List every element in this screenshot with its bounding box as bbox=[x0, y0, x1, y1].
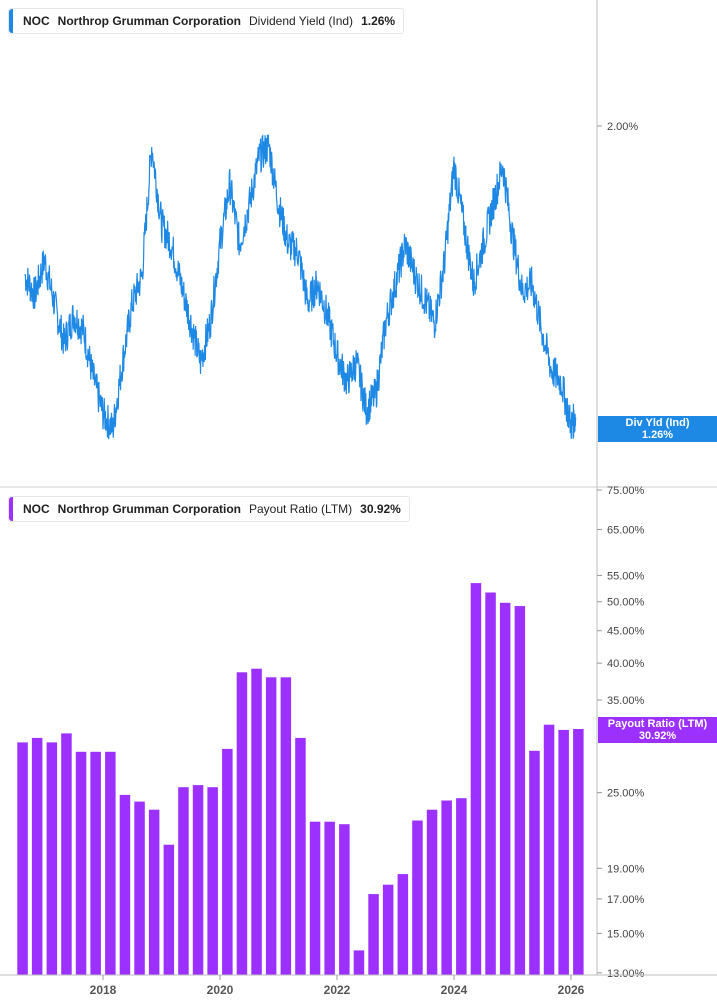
payout-bar bbox=[265, 677, 277, 975]
payout-bar bbox=[514, 606, 526, 975]
y-tick-label: 19.00% bbox=[607, 863, 645, 875]
payout-bar bbox=[17, 742, 28, 975]
y-tick-label: 25.00% bbox=[607, 788, 645, 800]
payout-bar bbox=[75, 751, 87, 975]
payout-bar bbox=[46, 742, 58, 975]
payout-bar bbox=[222, 748, 233, 975]
payout-bar bbox=[309, 821, 321, 975]
payout-bar bbox=[134, 801, 145, 975]
x-tick-label: 2018 bbox=[90, 983, 117, 997]
dividend-yield-badge-value: 1.26% bbox=[641, 429, 674, 441]
payout-ratio-bars bbox=[17, 583, 584, 975]
payout-ratio-badge: Payout Ratio (LTM) 30.92% bbox=[598, 717, 717, 743]
top-legend-ticker: NOC bbox=[23, 14, 50, 28]
bottom-legend-metric: Payout Ratio (LTM) bbox=[249, 502, 353, 516]
payout-bar bbox=[61, 733, 72, 975]
payout-bar bbox=[192, 785, 204, 975]
payout-bar bbox=[207, 787, 218, 975]
dividend-yield-line bbox=[24, 134, 577, 440]
bottom-legend-company: Northrop Grumman Corporation bbox=[57, 502, 241, 516]
dividend-yield-badge: Div Yld (Ind) 1.26% bbox=[598, 416, 717, 442]
payout-bar bbox=[31, 737, 43, 975]
top-legend: NOC Northrop Grumman Corporation Dividen… bbox=[8, 8, 405, 34]
y-tick-label: 75.00% bbox=[607, 485, 645, 497]
payout-bar bbox=[324, 821, 335, 975]
bottom-legend-ticker: NOC bbox=[23, 502, 50, 516]
y-tick-label: 2.00% bbox=[607, 121, 638, 133]
y-tick-label: 13.00% bbox=[607, 968, 645, 980]
payout-bar bbox=[178, 787, 189, 975]
y-tick-label: 50.00% bbox=[607, 597, 645, 609]
y-tick-label: 17.00% bbox=[607, 894, 645, 906]
payout-bar bbox=[90, 751, 101, 975]
y-tick-label: 45.00% bbox=[607, 626, 645, 638]
y-tick-label: 35.00% bbox=[607, 695, 645, 707]
payout-bar bbox=[456, 798, 467, 975]
x-tick-label: 2026 bbox=[558, 983, 585, 997]
x-tick-label: 2024 bbox=[441, 983, 468, 997]
top-legend-swatch bbox=[9, 9, 13, 33]
payout-bar bbox=[236, 672, 248, 975]
payout-bar bbox=[148, 809, 160, 975]
payout-bar bbox=[339, 824, 350, 975]
payout-bar bbox=[441, 800, 452, 975]
payout-bar bbox=[163, 844, 175, 975]
top-legend-company: Northrop Grumman Corporation bbox=[57, 14, 241, 28]
payout-bar bbox=[119, 794, 131, 975]
payout-bar bbox=[499, 602, 511, 975]
top-legend-metric: Dividend Yield (Ind) bbox=[249, 14, 354, 28]
payout-bar bbox=[251, 668, 262, 975]
payout-bar bbox=[485, 592, 496, 975]
payout-bar bbox=[295, 737, 306, 975]
bottom-legend-value: 30.92% bbox=[360, 502, 401, 516]
y-tick-label: 65.00% bbox=[607, 524, 645, 536]
y-tick-label: 15.00% bbox=[607, 928, 645, 940]
payout-bar bbox=[529, 750, 540, 975]
payout-bar bbox=[368, 894, 379, 975]
payout-ratio-badge-value: 30.92% bbox=[638, 730, 677, 742]
y-tick-label: 55.00% bbox=[607, 570, 645, 582]
payout-bar bbox=[280, 677, 292, 975]
top-legend-value: 1.26% bbox=[361, 14, 396, 28]
payout-ratio-badge-title: Payout Ratio (LTM) bbox=[607, 718, 708, 730]
payout-bar bbox=[558, 729, 569, 975]
x-tick-label: 2020 bbox=[207, 983, 234, 997]
payout-bar bbox=[397, 874, 409, 975]
payout-bar bbox=[382, 884, 394, 975]
y-tick-label: 40.00% bbox=[607, 658, 645, 670]
payout-bar bbox=[105, 751, 116, 975]
payout-bar bbox=[412, 820, 423, 975]
payout-bar bbox=[470, 583, 482, 975]
bottom-legend-swatch bbox=[9, 497, 13, 521]
payout-bar bbox=[426, 809, 438, 975]
payout-bar bbox=[573, 729, 584, 975]
x-tick-label: 2022 bbox=[324, 983, 351, 997]
bottom-legend: NOC Northrop Grumman Corporation Payout … bbox=[8, 496, 410, 522]
dividend-yield-badge-title: Div Yld (Ind) bbox=[625, 417, 690, 429]
payout-bar bbox=[543, 724, 555, 975]
payout-bar bbox=[353, 950, 365, 975]
